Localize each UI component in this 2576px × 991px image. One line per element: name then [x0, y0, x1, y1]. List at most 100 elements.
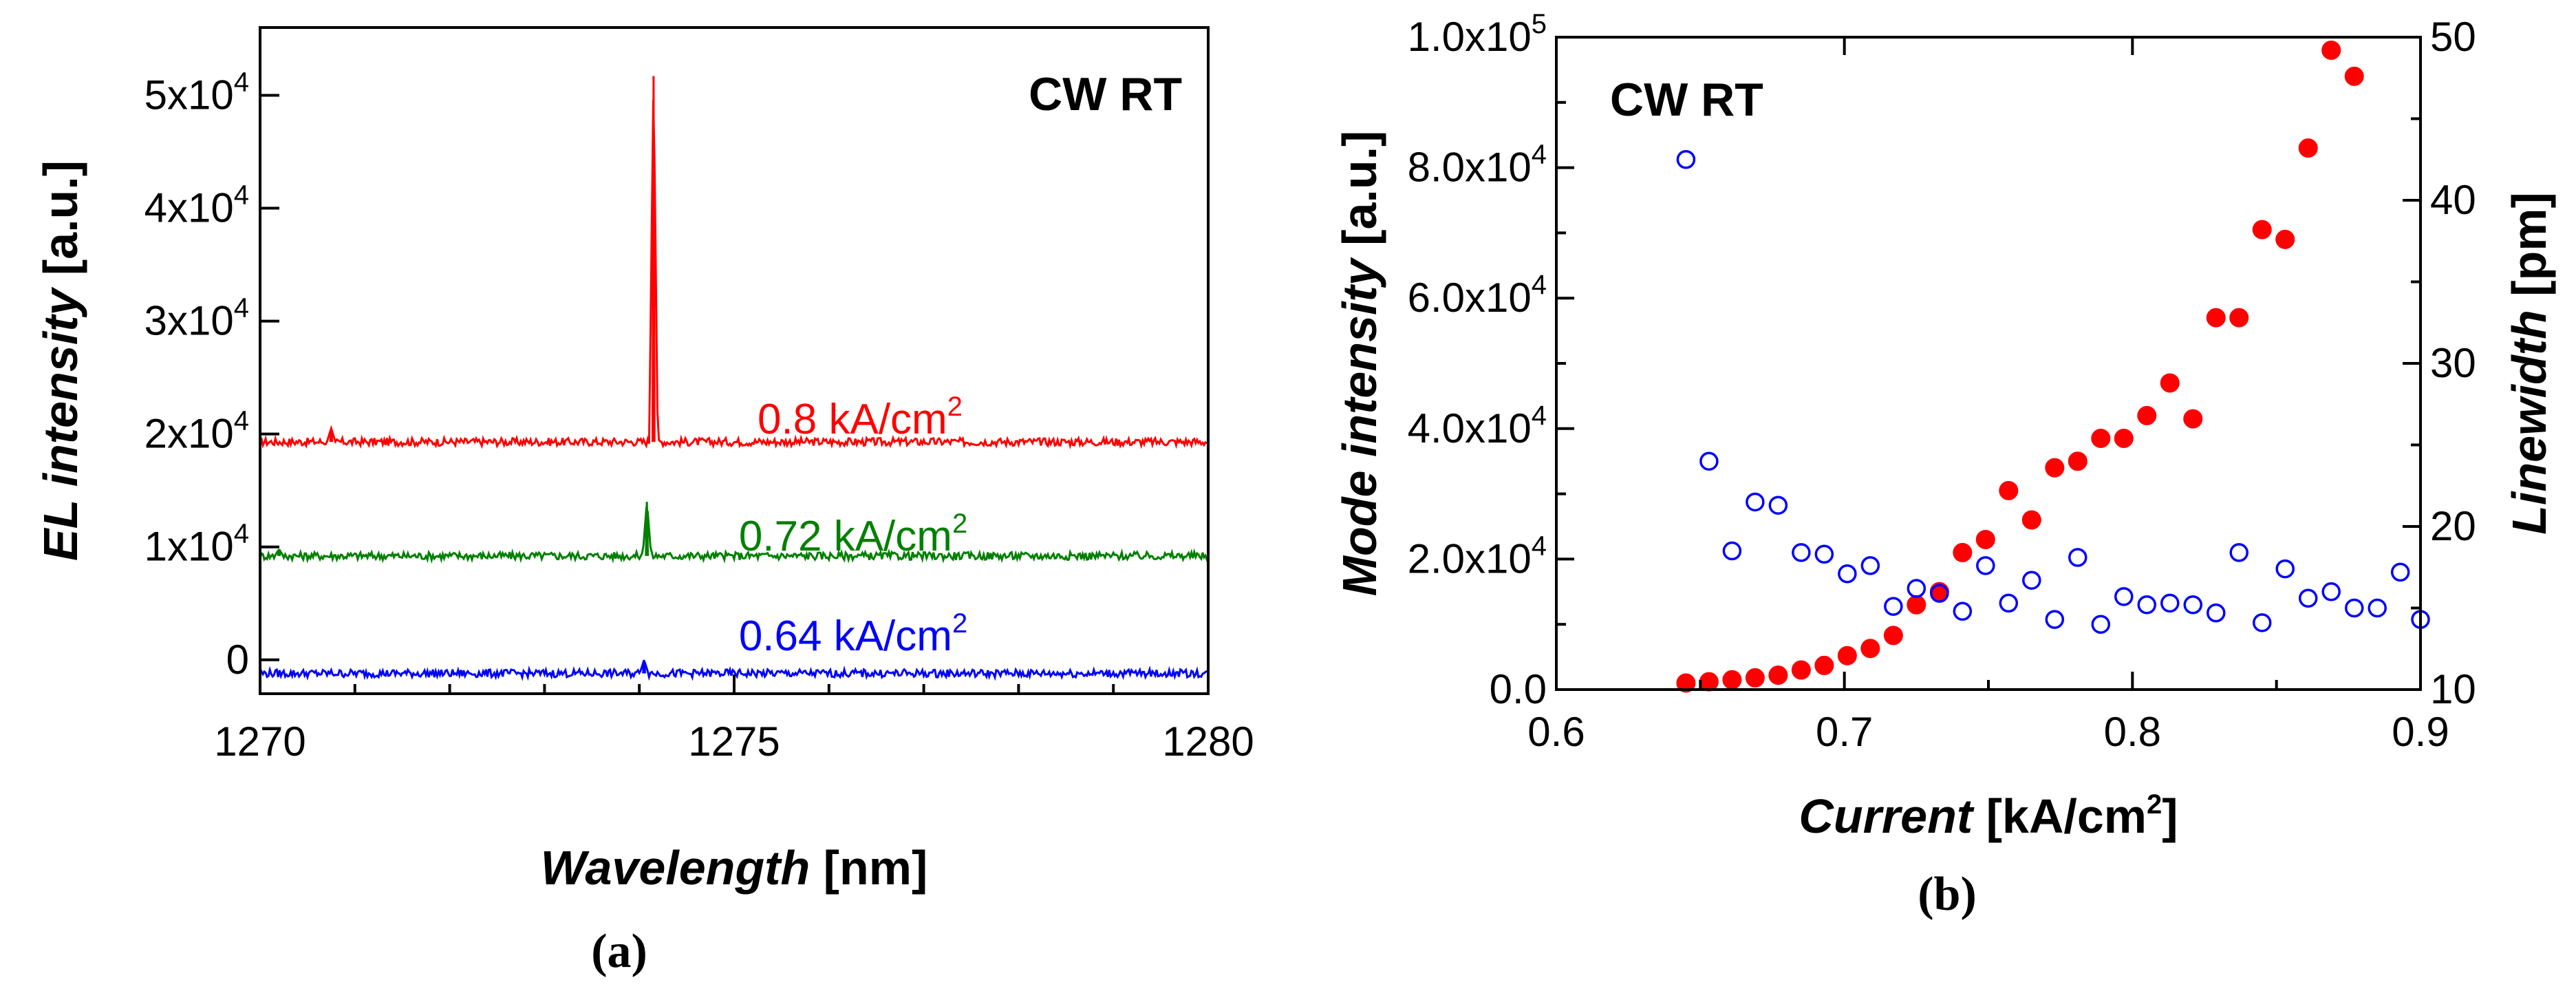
panel-a-chart: 0.8 kA/cm2 0.72 kA/cm2 0.64 kA/cm2 1270 127…	[34, 26, 1254, 978]
panel-b-condition-label: CW RT	[1610, 74, 1763, 126]
panel-b-y2-tick-label: 20	[2430, 503, 2476, 549]
panel-b-x-axis-label: Current [kA/cm2]	[1799, 789, 2178, 843]
series-label: 0.8 kA/cm2	[758, 392, 963, 443]
linewidth-point	[1814, 544, 1834, 564]
panel-b-y2-tick-label: 10	[2430, 666, 2476, 712]
mode-intensity-point	[2160, 373, 2180, 393]
linewidth-point	[1976, 556, 1995, 575]
panel-a-x-tick-label: 1280	[1162, 718, 1254, 765]
linewidth-point	[2183, 595, 2203, 615]
panel-b-y-tick-label: 1.0x105	[1408, 9, 1547, 60]
mode-intensity-point	[1837, 646, 1857, 665]
linewidth-point	[2298, 588, 2318, 608]
linewidth-point	[1746, 492, 1765, 512]
panel-b-y2-tick-label: 50	[2430, 14, 2476, 60]
mode-intensity-point	[2114, 429, 2134, 449]
linewidth-point	[2206, 603, 2226, 623]
mode-intensity-point	[2206, 308, 2226, 328]
panel-a-y-tick-label: 0	[226, 637, 249, 683]
mode-intensity-point	[2344, 66, 2364, 86]
mode-intensity-point	[2021, 510, 2041, 530]
linewidth-point	[1838, 564, 1857, 584]
linewidth-point	[2252, 613, 2272, 632]
mode-intensity-point	[2137, 405, 2157, 425]
panel-b-x-tick-label: 0.8	[2104, 709, 2161, 755]
panel-a-x-tick-label: 1275	[688, 718, 780, 765]
mode-intensity-point	[2229, 308, 2249, 328]
mode-intensity-point	[1860, 639, 1880, 659]
panel-b-y2-axis-label: Linewidth [pm]	[2502, 192, 2556, 535]
panel-a-y-tick-label: 3x104	[144, 293, 249, 344]
mode-intensity-point	[1768, 665, 1788, 685]
panel-b-y2-tick-label: 40	[2430, 177, 2476, 223]
linewidth-point	[1907, 579, 1926, 598]
linewidth-point	[2022, 571, 2041, 590]
mode-intensity-point	[1907, 595, 1926, 615]
panel-b-y-tick-label: 4.0x104	[1408, 401, 1547, 451]
panel-b-y-tick-label: 6.0x104	[1408, 270, 1547, 321]
mode-intensity-point	[2298, 138, 2318, 158]
linewidth-point	[2091, 615, 2111, 634]
mode-intensity-point	[2045, 458, 2065, 478]
series-label: 0.64 kA/cm2	[739, 608, 967, 660]
mode-intensity-point	[2068, 451, 2087, 471]
mode-intensity-point	[1999, 480, 2019, 500]
mode-intensity-point	[2252, 220, 2272, 239]
panel-b-x-tick-label: 0.6	[1527, 709, 1585, 755]
linewidth-point	[1699, 451, 1719, 471]
panel-b-y-axis-label: Mode intensity [a.u.]	[1333, 131, 1386, 597]
linewidth-point	[1792, 543, 1811, 562]
mode-intensity-point	[2183, 409, 2203, 429]
spectrum-line	[259, 502, 1210, 564]
panel-a-condition-label: CW RT	[1029, 68, 1182, 120]
mode-intensity-point	[1953, 542, 1973, 562]
panel-a-x-tick-label: 1270	[214, 718, 305, 765]
linewidth-point	[2114, 587, 2134, 606]
linewidth-point	[1930, 584, 1949, 603]
panel-b-x-tick-label: 0.9	[2392, 709, 2449, 755]
linewidth-point	[2229, 543, 2248, 562]
linewidth-point	[2137, 595, 2157, 615]
panel-b-y2-tick-label: 30	[2430, 340, 2476, 386]
panel-a-y-tick-label: 5x104	[144, 67, 249, 118]
linewidth-point	[2045, 610, 2065, 629]
panel-b-y-tick-label: 2.0x104	[1408, 531, 1547, 582]
panel-a-y-tick-label: 2x104	[144, 406, 249, 457]
linewidth-point	[2275, 559, 2295, 579]
linewidth-point	[1676, 150, 1696, 169]
mode-intensity-point	[1883, 626, 1903, 646]
mode-intensity-point	[1722, 670, 1742, 690]
linewidth-point	[2321, 582, 2341, 601]
panel-a-plot-frame	[259, 26, 1210, 695]
linewidth-point	[1953, 601, 1973, 621]
mode-intensity-point	[2321, 40, 2341, 60]
spectrum-line	[259, 659, 1209, 681]
linewidth-point	[1768, 496, 1788, 515]
panel-a-y-tick-label: 4x104	[144, 180, 249, 231]
panel-b-chart: 0.6 0.7 0.8 0.9 0.0 2.0x104 4.0x104 6.0x104 8.0x…	[1333, 9, 2556, 921]
spectrum-line	[259, 76, 1209, 449]
linewidth-point	[1884, 597, 1903, 616]
mode-intensity-point	[1699, 672, 1719, 692]
linewidth-point	[1722, 541, 1742, 561]
mode-intensity-point	[1814, 655, 1834, 675]
linewidth-point	[2160, 593, 2180, 613]
series-label: 0.72 kA/cm2	[739, 509, 967, 560]
panel-a-label: (a)	[591, 925, 647, 978]
panel-b-y-tick-label: 8.0x104	[1408, 140, 1547, 191]
linewidth-point	[2344, 598, 2364, 618]
mode-intensity-point	[2275, 229, 2295, 249]
panel-a-y-axis-label: EL intensity [a.u.]	[34, 160, 87, 561]
panel-b-y-tick-label: 0.0	[1490, 666, 1547, 712]
panel-b-x-tick-label: 0.7	[1816, 709, 1873, 755]
mode-intensity-point	[1676, 673, 1696, 693]
linewidth-point	[1999, 593, 2019, 613]
linewidth-point	[2068, 548, 2087, 567]
mode-intensity-point	[2091, 429, 2111, 449]
panel-b-label: (b)	[1918, 868, 1977, 921]
linewidth-point	[1860, 556, 1880, 575]
mode-intensity-point	[1791, 660, 1811, 680]
mode-intensity-point	[1745, 668, 1765, 688]
linewidth-point	[2390, 562, 2410, 582]
